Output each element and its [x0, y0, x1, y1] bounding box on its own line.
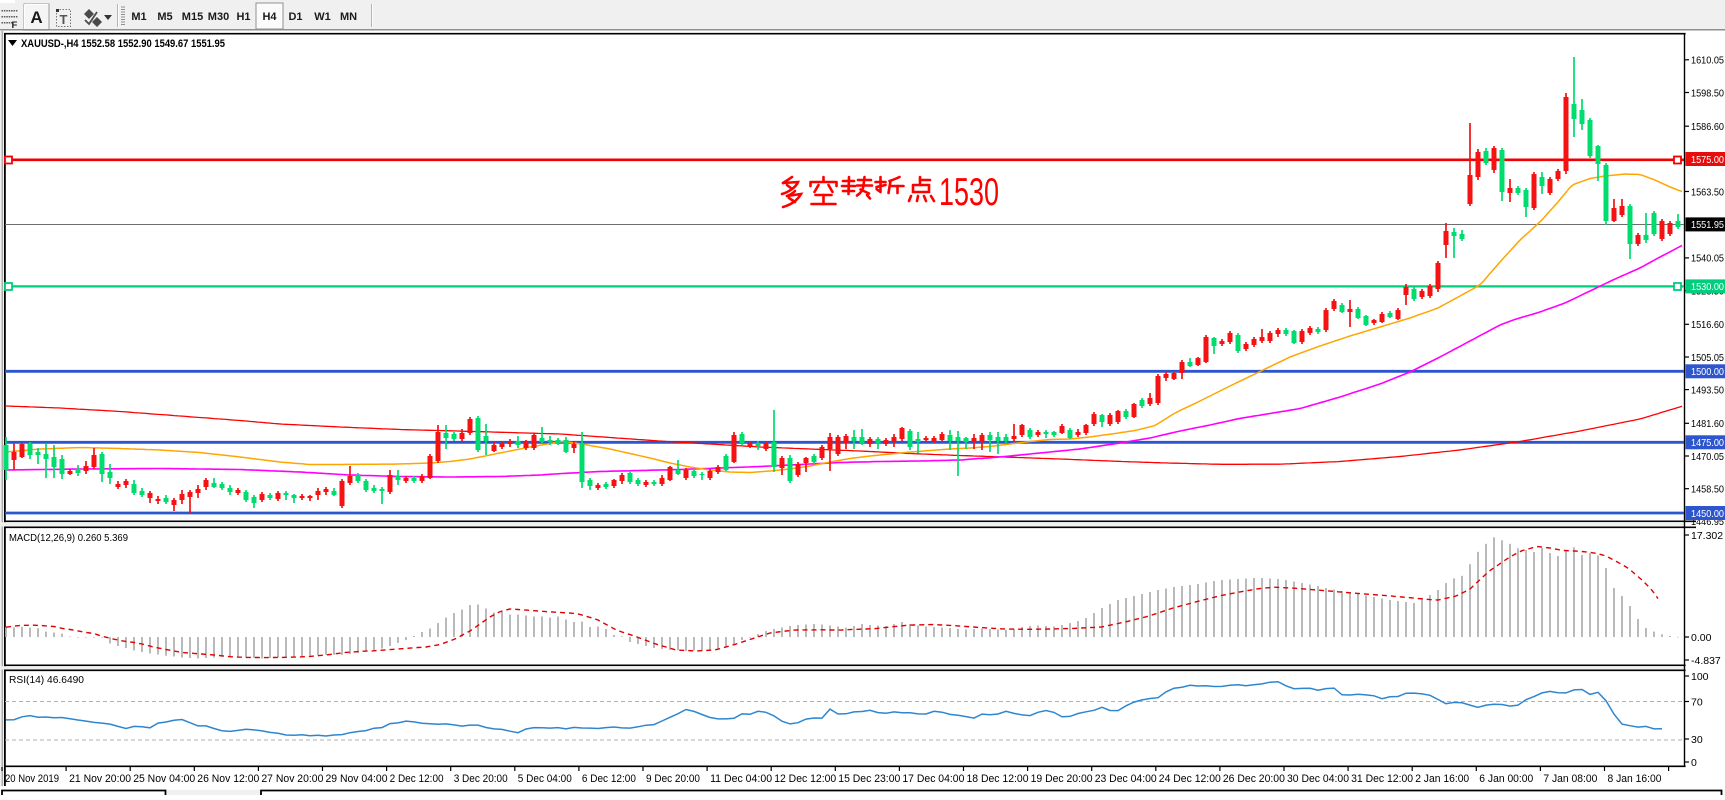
svg-text:5 Dec 04:00: 5 Dec 04:00	[518, 773, 572, 785]
svg-text:23 Dec 04:00: 23 Dec 04:00	[1095, 773, 1157, 785]
svg-text:2 Dec 12:00: 2 Dec 12:00	[390, 773, 444, 785]
svg-text:15 Dec 23:00: 15 Dec 23:00	[838, 773, 900, 785]
svg-text:2 Jan 16:00: 2 Jan 16:00	[1415, 773, 1469, 785]
svg-text:0: 0	[1691, 757, 1697, 769]
svg-text:11 Dec 04:00: 11 Dec 04:00	[710, 773, 772, 785]
svg-text:7 Jan 08:00: 7 Jan 08:00	[1543, 773, 1597, 785]
svg-text:30: 30	[1691, 734, 1703, 746]
svg-text:1470.05: 1470.05	[1691, 451, 1724, 463]
svg-text:M5: M5	[157, 11, 172, 23]
svg-text:17.302: 17.302	[1691, 530, 1723, 542]
svg-text:RSI(14) 46.6490: RSI(14) 46.6490	[9, 675, 84, 686]
svg-text:1598.50: 1598.50	[1691, 87, 1724, 99]
svg-text:12 Dec 12:00: 12 Dec 12:00	[774, 773, 836, 785]
svg-text:26 Dec 20:00: 26 Dec 20:00	[1223, 773, 1285, 785]
svg-text:24 Dec 12:00: 24 Dec 12:00	[1159, 773, 1221, 785]
svg-text:XAUUSD-,H4 1552.58 1552.90 15: XAUUSD-,H4 1552.58 1552.90 1549.67 1551.…	[21, 38, 225, 50]
svg-text:70: 70	[1691, 696, 1703, 708]
svg-text:1551.95: 1551.95	[1691, 219, 1724, 231]
svg-text:1458.50: 1458.50	[1691, 484, 1724, 496]
svg-text:MN: MN	[340, 11, 357, 23]
svg-text:1563.50: 1563.50	[1691, 186, 1724, 198]
svg-text:19 Dec 20:00: 19 Dec 20:00	[1031, 773, 1093, 785]
svg-text:D1: D1	[288, 11, 302, 23]
svg-text:M30: M30	[208, 11, 229, 23]
svg-text:1610.05: 1610.05	[1691, 55, 1724, 67]
svg-text:M1: M1	[131, 11, 146, 23]
svg-text:MACD(12,26,9) 0.260 5.369: MACD(12,26,9) 0.260 5.369	[9, 533, 128, 544]
svg-text:T: T	[60, 12, 68, 27]
svg-text:1450.00: 1450.00	[1691, 508, 1724, 520]
svg-text:1540.05: 1540.05	[1691, 253, 1724, 265]
svg-text:9 Dec 20:00: 9 Dec 20:00	[646, 773, 700, 785]
svg-text:6 Dec 12:00: 6 Dec 12:00	[582, 773, 636, 785]
svg-text:H4: H4	[262, 11, 277, 23]
svg-text:25 Nov 04:00: 25 Nov 04:00	[133, 773, 195, 785]
svg-text:26 Nov 12:00: 26 Nov 12:00	[197, 773, 259, 785]
svg-text:30 Dec 04:00: 30 Dec 04:00	[1287, 773, 1349, 785]
svg-text:1475.00: 1475.00	[1691, 437, 1724, 449]
svg-text:0.00: 0.00	[1691, 632, 1712, 644]
svg-text:M15: M15	[182, 11, 203, 23]
svg-text:20 Nov 2019: 20 Nov 2019	[5, 773, 59, 785]
svg-text:1586.60: 1586.60	[1691, 121, 1724, 133]
svg-text:A: A	[30, 8, 42, 27]
svg-text:8 Jan 16:00: 8 Jan 16:00	[1608, 773, 1662, 785]
svg-text:1500.00: 1500.00	[1691, 366, 1724, 378]
svg-text:W1: W1	[314, 11, 331, 23]
svg-text:1505.05: 1505.05	[1691, 352, 1724, 364]
svg-text:1493.50: 1493.50	[1691, 384, 1724, 396]
svg-text:1481.60: 1481.60	[1691, 418, 1724, 430]
svg-text:1530.00: 1530.00	[1691, 281, 1724, 293]
svg-text:1575.00: 1575.00	[1691, 154, 1724, 166]
svg-text:1530: 1530	[939, 171, 999, 214]
svg-text:6 Jan 00:00: 6 Jan 00:00	[1479, 773, 1533, 785]
svg-text:17 Dec 04:00: 17 Dec 04:00	[902, 773, 964, 785]
svg-text:18 Dec 12:00: 18 Dec 12:00	[967, 773, 1029, 785]
svg-text:H1: H1	[236, 11, 250, 23]
svg-text:3 Dec 20:00: 3 Dec 20:00	[454, 773, 508, 785]
svg-text:-4.837: -4.837	[1691, 655, 1721, 667]
svg-text:1516.60: 1516.60	[1691, 319, 1724, 331]
svg-text:100: 100	[1691, 671, 1709, 683]
svg-text:31 Dec 12:00: 31 Dec 12:00	[1351, 773, 1413, 785]
svg-text:21 Nov 20:00: 21 Nov 20:00	[69, 773, 131, 785]
svg-text:27 Nov 20:00: 27 Nov 20:00	[261, 773, 323, 785]
svg-text:29 Nov 04:00: 29 Nov 04:00	[326, 773, 388, 785]
